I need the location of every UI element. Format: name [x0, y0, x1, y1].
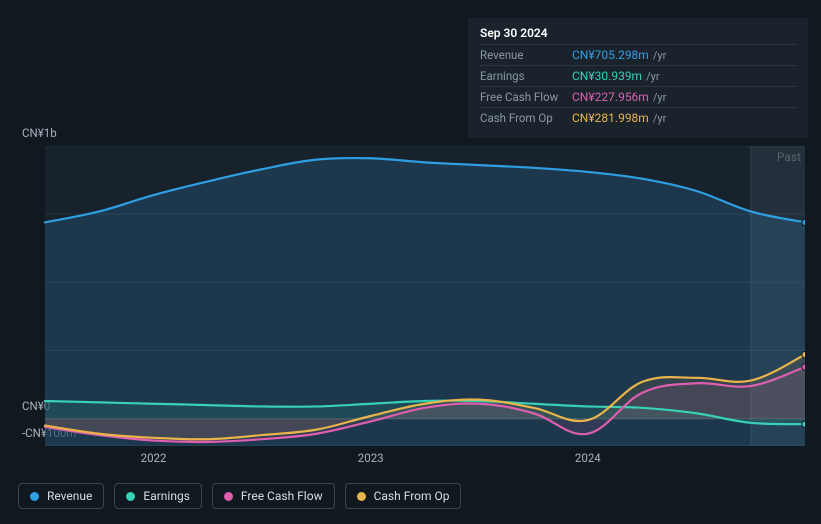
tooltip-row-value: CN¥281.998m	[572, 111, 649, 125]
x-tick-label: 2022	[141, 451, 167, 465]
tooltip-row-label: Cash From Op	[480, 111, 572, 125]
series-endpoint-cfo	[802, 351, 805, 357]
legend-swatch	[30, 492, 39, 501]
tooltip-row-value: CN¥705.298m	[572, 48, 649, 62]
legend-item[interactable]: Cash From Op	[345, 483, 462, 509]
series-endpoint-revenue	[802, 219, 805, 225]
legend: Revenue Earnings Free Cash Flow Cash From O…	[18, 483, 461, 509]
legend-label: Earnings	[143, 489, 190, 503]
x-tick-label: 2024	[575, 451, 601, 465]
tooltip-row: Free Cash FlowCN¥227.956m/yr	[480, 86, 796, 107]
tooltip-row-value: CN¥30.939m	[572, 69, 642, 83]
legend-item[interactable]: Free Cash Flow	[212, 483, 335, 509]
series-endpoint-earnings	[802, 421, 805, 427]
tooltip-row: RevenueCN¥705.298m/yr	[480, 44, 796, 65]
legend-swatch	[224, 492, 233, 501]
legend-label: Revenue	[47, 489, 92, 503]
tooltip-row-unit: /yr	[646, 70, 659, 83]
legend-swatch	[126, 492, 135, 501]
tooltip-row-label: Free Cash Flow	[480, 90, 572, 104]
tooltip-row: EarningsCN¥30.939m/yr	[480, 65, 796, 86]
legend-item[interactable]: Earnings	[114, 483, 202, 509]
legend-item[interactable]: Revenue	[18, 483, 104, 509]
tooltip-row-value: CN¥227.956m	[572, 90, 649, 104]
tooltip-row-label: Revenue	[480, 48, 572, 62]
tooltip-row: Cash From OpCN¥281.998m/yr	[480, 107, 796, 128]
series-endpoint-fcf	[802, 364, 805, 370]
chart-area	[15, 146, 805, 446]
y-tick-1b: CN¥1b	[22, 126, 57, 140]
tooltip-date: Sep 30 2024	[480, 26, 796, 44]
tooltip-row-label: Earnings	[480, 69, 572, 83]
x-tick-label: 2023	[358, 451, 384, 465]
tooltip-row-unit: /yr	[653, 91, 666, 104]
legend-swatch	[357, 492, 366, 501]
tooltip-row-unit: /yr	[653, 49, 666, 62]
tooltip-row-unit: /yr	[653, 112, 666, 125]
legend-label: Free Cash Flow	[241, 489, 323, 503]
tooltip-box: Sep 30 2024 RevenueCN¥705.298m/yrEarning…	[468, 18, 808, 138]
legend-label: Cash From Op	[374, 489, 450, 503]
